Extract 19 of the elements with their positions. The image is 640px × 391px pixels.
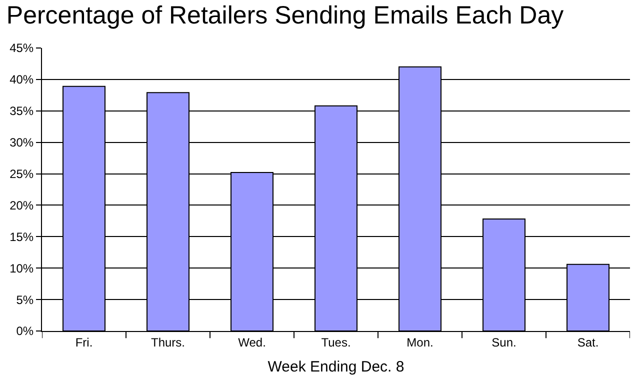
y-tick-label: 5% xyxy=(16,292,34,307)
x-tick-label: Tues. xyxy=(321,335,351,350)
y-tick-label: 45% xyxy=(10,41,34,56)
y-tick-label: 40% xyxy=(10,72,34,87)
y-tick-label: 25% xyxy=(10,166,34,181)
x-tick-label: Mon. xyxy=(406,335,434,350)
chart-title: Percentage of Retailers Sending Emails Each Day xyxy=(6,1,564,30)
y-tick-label: 0% xyxy=(16,324,34,338)
y-tick-label: 20% xyxy=(10,198,34,212)
x-tick-label: Sun. xyxy=(492,335,516,350)
y-tick-label: 15% xyxy=(10,230,34,244)
y-tick-label: 10% xyxy=(10,261,34,276)
y-tick-label: 35% xyxy=(10,104,34,118)
x-tick-label: Fri. xyxy=(75,335,93,350)
x-tick-label: Sat. xyxy=(577,335,599,350)
x-tick-label: Wed. xyxy=(238,335,266,350)
x-axis-title: Week Ending Dec. 8 xyxy=(268,358,404,376)
x-tick-label: Thurs. xyxy=(150,335,186,350)
y-tick-label: 30% xyxy=(10,136,34,150)
